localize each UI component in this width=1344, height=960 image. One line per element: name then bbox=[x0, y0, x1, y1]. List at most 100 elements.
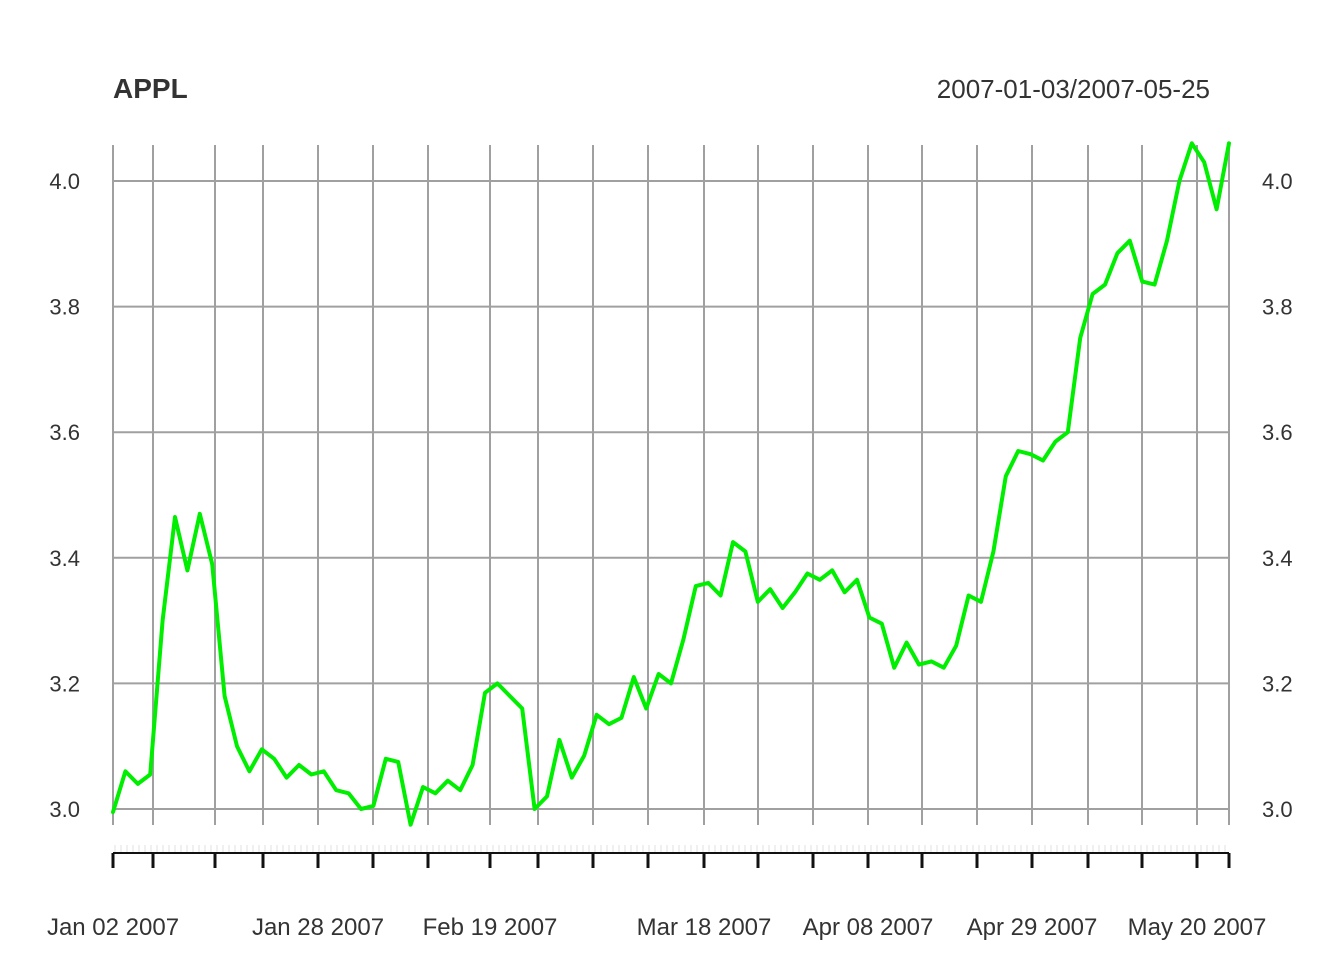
data-point bbox=[149, 773, 152, 776]
data-point bbox=[967, 594, 970, 597]
data-point bbox=[483, 691, 487, 694]
data-point bbox=[273, 757, 276, 760]
data-point bbox=[235, 745, 239, 748]
x-axis: Jan 02 2007 Jan 28 2007 Feb 19 2007 Mar 18 … bbox=[47, 845, 1266, 941]
data-point bbox=[1178, 179, 1181, 183]
data-point bbox=[583, 754, 586, 757]
data-point bbox=[955, 644, 958, 647]
data-point bbox=[223, 694, 226, 698]
data-point bbox=[446, 779, 449, 782]
data-point bbox=[1215, 208, 1218, 211]
y-tick-label-right: 3.8 bbox=[1262, 295, 1293, 320]
y-tick-label-right: 3.2 bbox=[1262, 671, 1293, 696]
data-point bbox=[471, 763, 474, 767]
data-point bbox=[211, 562, 214, 566]
y-tick-label-left: 3.4 bbox=[49, 546, 80, 571]
series-group bbox=[111, 141, 1231, 827]
data-point bbox=[1128, 239, 1132, 242]
y-axis-left: 3.0 3.2 3.4 3.6 3.8 4.0 bbox=[49, 169, 80, 822]
data-point bbox=[1079, 336, 1082, 340]
chart-title: APPL bbox=[113, 73, 188, 104]
data-point bbox=[434, 792, 437, 795]
data-point bbox=[607, 723, 611, 726]
data-point bbox=[1103, 283, 1107, 286]
data-point bbox=[1227, 142, 1231, 145]
data-point bbox=[570, 776, 573, 779]
data-point bbox=[731, 540, 735, 544]
data-point bbox=[260, 748, 263, 751]
data-point bbox=[855, 578, 859, 581]
data-point bbox=[347, 792, 350, 795]
data-point bbox=[1004, 475, 1007, 478]
data-point bbox=[335, 789, 338, 792]
data-point bbox=[1165, 239, 1169, 242]
data-point bbox=[632, 675, 635, 679]
data-point bbox=[979, 600, 983, 603]
y-tick-label-right: 3.4 bbox=[1262, 546, 1293, 571]
data-point bbox=[905, 641, 908, 644]
data-point bbox=[1054, 440, 1057, 443]
x-tick-label: Mar 18 2007 bbox=[637, 914, 772, 941]
data-point bbox=[521, 707, 524, 710]
data-point bbox=[397, 760, 400, 764]
data-point bbox=[880, 622, 883, 625]
data-point bbox=[744, 550, 747, 553]
data-point bbox=[756, 600, 759, 603]
data-point bbox=[1041, 459, 1045, 462]
y-tick-label-left: 3.2 bbox=[49, 671, 80, 696]
data-point bbox=[657, 672, 660, 676]
y-axis-right: 3.0 3.2 3.4 3.6 3.8 4.0 bbox=[1262, 169, 1293, 822]
data-point bbox=[806, 572, 809, 575]
data-point bbox=[942, 666, 945, 669]
data-point bbox=[719, 594, 722, 597]
y-tick-label-left: 3.0 bbox=[49, 797, 80, 822]
data-point bbox=[769, 588, 772, 591]
data-point bbox=[1203, 161, 1206, 164]
data-point bbox=[1190, 142, 1194, 145]
data-point bbox=[868, 616, 871, 619]
data-point bbox=[372, 804, 375, 808]
y-tick-label-left: 3.6 bbox=[49, 420, 80, 445]
data-point bbox=[620, 716, 623, 720]
data-point bbox=[645, 707, 648, 710]
date-range-label: 2007-01-03/2007-05-25 bbox=[937, 74, 1210, 104]
data-point bbox=[893, 666, 896, 669]
data-point bbox=[930, 660, 933, 663]
data-point bbox=[285, 776, 288, 779]
data-point bbox=[459, 789, 462, 792]
data-point bbox=[793, 591, 797, 594]
data-point bbox=[322, 770, 325, 773]
data-point bbox=[508, 694, 511, 698]
data-point bbox=[297, 763, 301, 767]
data-point bbox=[1116, 252, 1119, 255]
data-point bbox=[545, 795, 549, 798]
data-point bbox=[1029, 453, 1032, 456]
data-point bbox=[421, 785, 425, 789]
data-point bbox=[1153, 283, 1156, 286]
x-tick-label: Apr 29 2007 bbox=[967, 914, 1098, 941]
data-point bbox=[1141, 280, 1144, 283]
data-point bbox=[186, 569, 189, 572]
data-point bbox=[992, 550, 995, 553]
grid-lines bbox=[112, 145, 1230, 825]
x-tick-label: Apr 08 2007 bbox=[803, 914, 934, 941]
y-tick-label-left: 3.8 bbox=[49, 295, 80, 320]
data-point bbox=[558, 738, 561, 742]
data-point bbox=[1066, 431, 1070, 434]
x-tick-label: Feb 19 2007 bbox=[423, 914, 558, 941]
data-point bbox=[1017, 449, 1020, 453]
y-tick-label-left: 4.0 bbox=[49, 169, 80, 194]
data-point bbox=[198, 512, 201, 515]
data-point bbox=[248, 770, 251, 773]
y-tick-label-right: 3.0 bbox=[1262, 797, 1293, 822]
x-tick-label: Jan 02 2007 bbox=[47, 914, 179, 941]
data-point bbox=[310, 773, 313, 776]
data-point bbox=[917, 663, 921, 666]
data-point bbox=[173, 515, 177, 519]
data-point bbox=[595, 713, 598, 716]
x-tick-label: Jan 28 2007 bbox=[252, 914, 384, 941]
y-tick-label-right: 4.0 bbox=[1262, 169, 1293, 194]
data-point bbox=[781, 606, 784, 610]
data-point bbox=[682, 638, 685, 641]
